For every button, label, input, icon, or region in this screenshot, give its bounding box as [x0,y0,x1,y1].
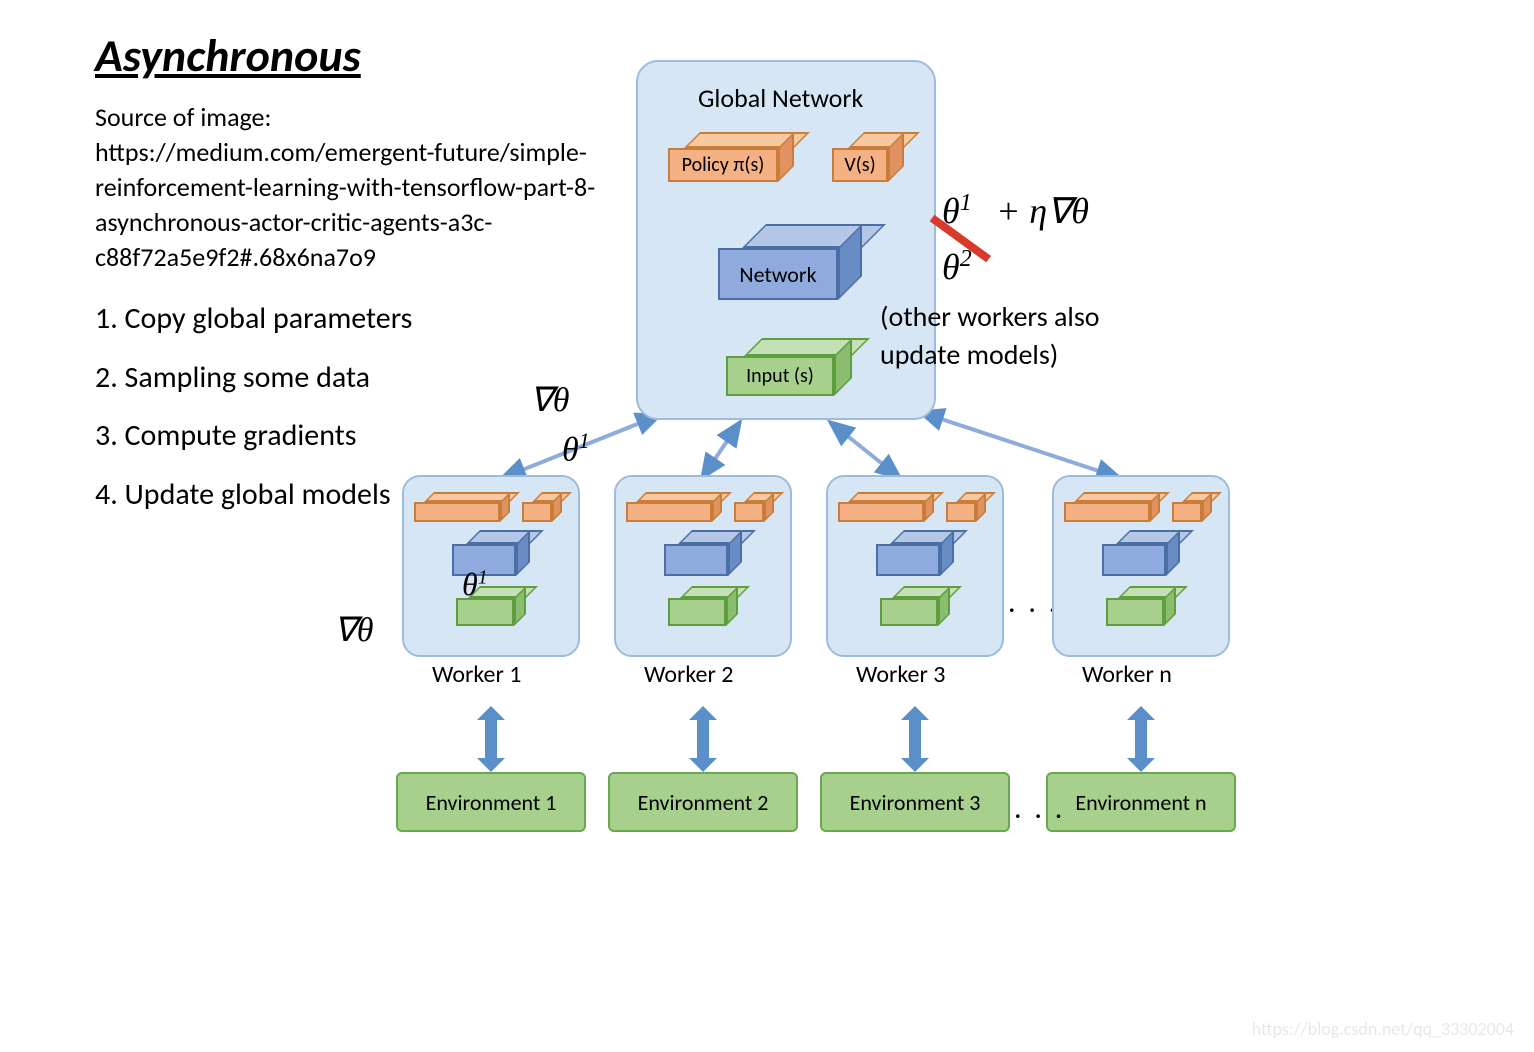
formula-grad-theta-top: ∇θ [530,380,569,420]
formula-plus-eta-grad: + η∇θ [996,190,1089,232]
worker1-env-arrow [485,720,497,758]
worker3-label: Worker 3 [856,660,945,689]
global-network-title: Global Network [698,82,863,114]
workern-env-arrow [1135,720,1147,758]
env-n: Environment n [1046,772,1236,832]
worker3-env-arrow [909,720,921,758]
worker2-env-arrow [697,720,709,758]
worker2-label: Worker 2 [644,660,733,689]
env-2: Environment 2 [608,772,798,832]
note-other-workers: (other workers also update models) [880,298,1100,374]
worker1-grad-theta: ∇θ [334,610,373,650]
worker1-theta1: θ1 [462,566,488,603]
formula-theta1-top: θ1 [562,428,590,469]
watermark-text: https://blog.csdn.net/qq_33302004 [1252,1018,1514,1040]
worker1-label: Worker 1 [432,660,521,689]
env-1: Environment 1 [396,772,586,832]
workern-label: Worker n [1082,660,1172,689]
formula-theta2: θ2 [942,246,972,288]
ellipsis-envs: . . . [1014,790,1065,827]
env-3: Environment 3 [820,772,1010,832]
